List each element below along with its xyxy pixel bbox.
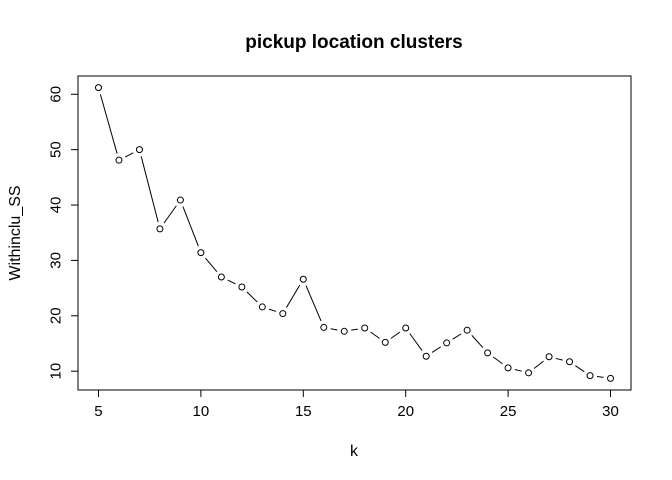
data-point (586, 372, 594, 380)
series-segment (305, 285, 322, 322)
series-segment (514, 369, 522, 372)
data-point (443, 339, 451, 347)
series-segment (431, 346, 442, 353)
series-segment (351, 328, 358, 331)
y-tick-label: 10 (47, 363, 64, 380)
series-segment (370, 331, 380, 339)
series-segment (492, 356, 503, 365)
data-point (340, 327, 348, 335)
series-segment (227, 279, 236, 285)
data-point (381, 338, 389, 346)
data-point (176, 196, 184, 204)
y-tick-label: 20 (47, 307, 64, 324)
data-point (361, 324, 369, 332)
data-point (258, 303, 266, 311)
series-segment (124, 152, 134, 158)
series-segment (285, 284, 301, 308)
series-segment (246, 291, 258, 303)
series-segment (452, 333, 462, 340)
series-segment (268, 308, 277, 312)
data-point (504, 364, 512, 372)
x-tick-label: 15 (295, 403, 312, 420)
y-axis-label: Withinclu_SS (7, 185, 24, 280)
data-point (402, 324, 410, 332)
data-point (484, 349, 492, 357)
series-segment (140, 156, 159, 223)
series-segment (555, 357, 563, 361)
data-point (197, 249, 205, 257)
series-line (99, 94, 604, 378)
data-point (525, 369, 533, 377)
data-point (217, 273, 225, 281)
x-tick-label: 5 (94, 403, 102, 420)
x-tick-label: 25 (500, 403, 517, 420)
y-tick-label: 50 (47, 141, 64, 158)
data-point (279, 310, 287, 318)
data-point (115, 156, 123, 164)
series-segment (533, 360, 544, 369)
y-tick-label: 40 (47, 197, 64, 214)
data-point (463, 326, 471, 334)
data-point (238, 283, 246, 291)
data-point (135, 146, 143, 154)
chart-title: pickup location clusters (245, 32, 463, 53)
series-segment (330, 328, 338, 331)
series-segment (471, 335, 484, 349)
x-axis-label: k (350, 443, 359, 460)
x-axis: 5 10 15 20 25 30 (94, 389, 619, 420)
series-segment (99, 94, 118, 154)
series-points (94, 84, 615, 382)
data-point (422, 352, 430, 360)
data-point (299, 275, 307, 283)
data-point (94, 84, 102, 92)
series-segment (409, 333, 423, 351)
y-tick-label: 60 (47, 86, 64, 103)
plot-frame (77, 75, 632, 391)
data-point (566, 358, 574, 366)
data-point (607, 374, 615, 382)
x-tick-label: 20 (397, 403, 414, 420)
y-axis: 10 20 30 40 50 60 (47, 86, 79, 380)
series-segment (182, 206, 199, 247)
x-tick-label: 30 (602, 403, 619, 420)
data-point (156, 225, 164, 233)
series-segment (205, 257, 218, 272)
data-point (320, 323, 328, 331)
series-segment (163, 205, 177, 224)
series-segment (596, 376, 604, 378)
series-segment (575, 365, 585, 373)
series-segment (390, 331, 401, 339)
y-tick-label: 30 (47, 252, 64, 269)
data-point (545, 353, 553, 361)
x-tick-label: 10 (193, 403, 210, 420)
